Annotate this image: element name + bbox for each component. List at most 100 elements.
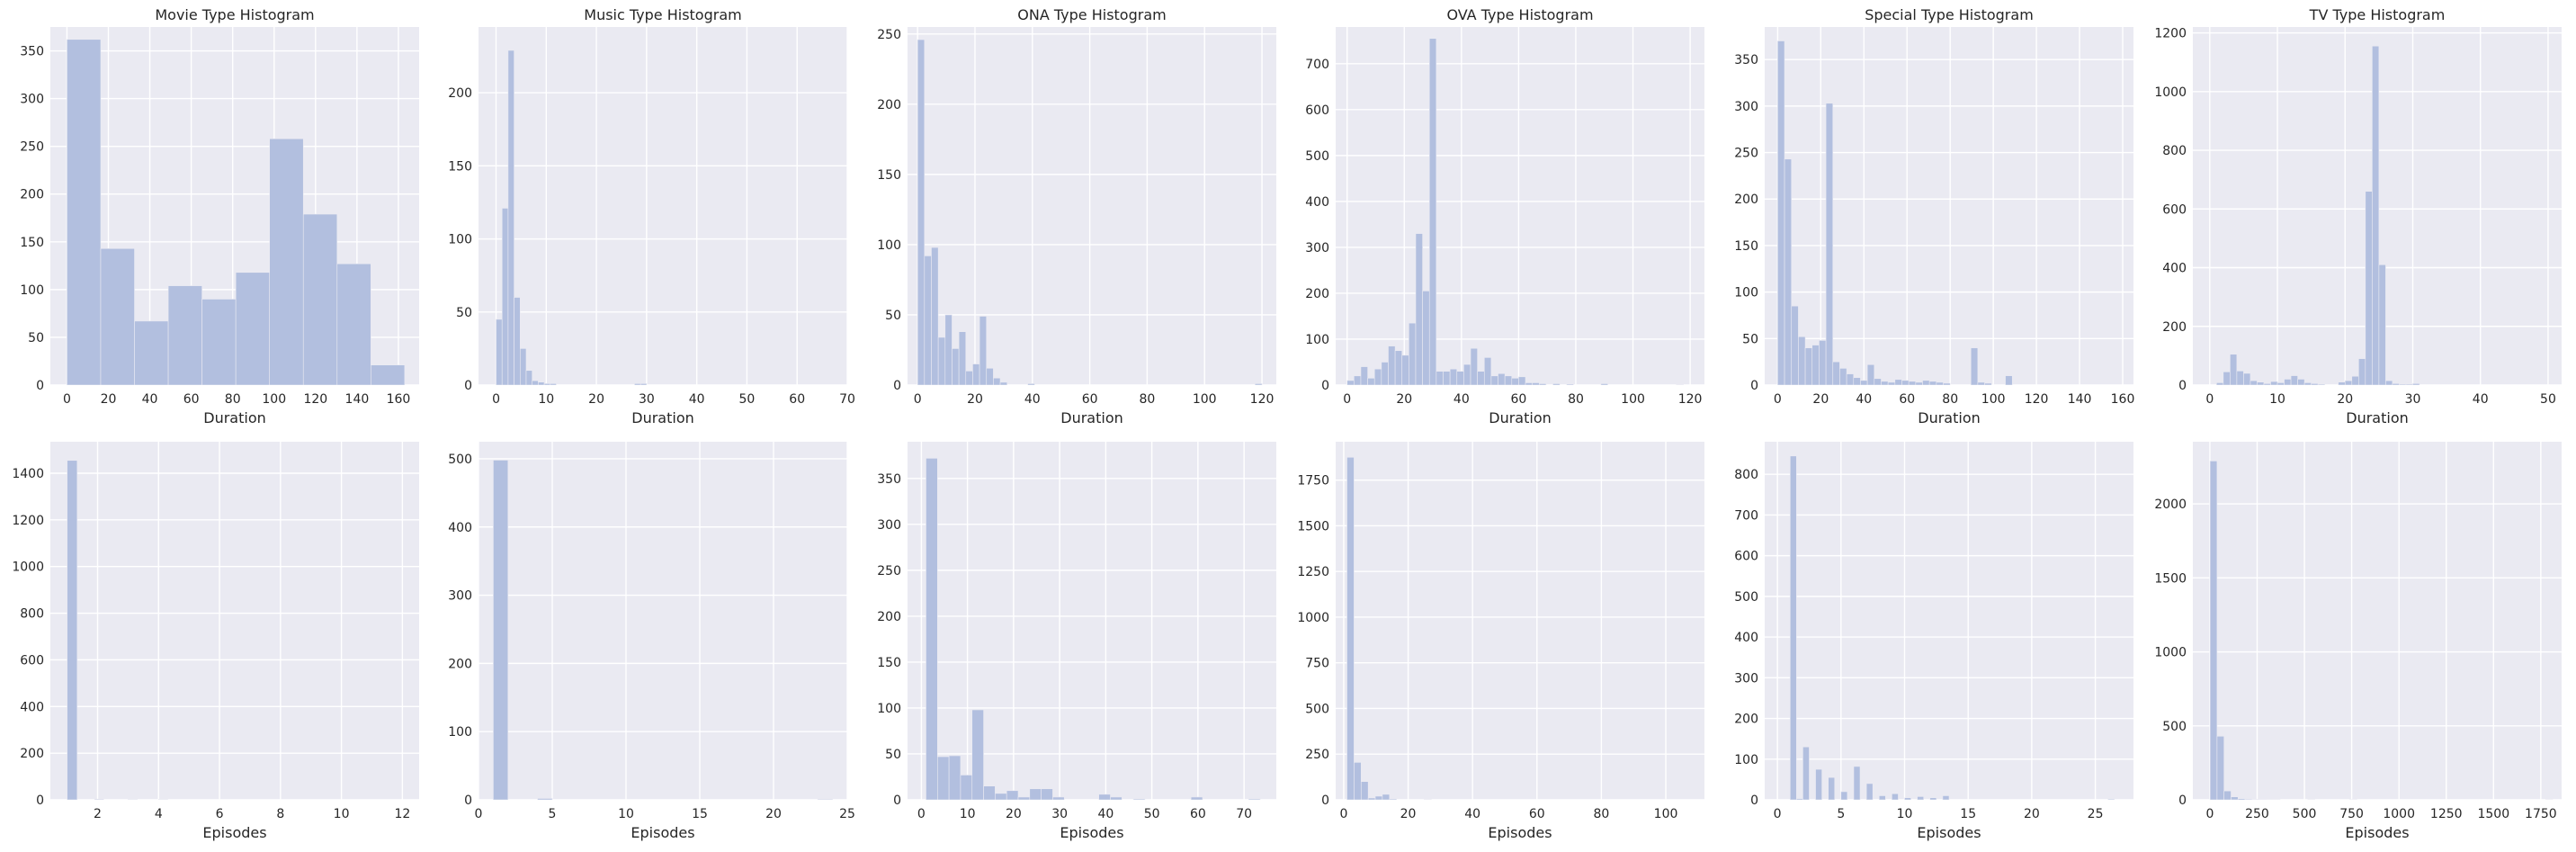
x-axis-label: Episodes [631, 824, 694, 841]
histogram-bar [2290, 375, 2298, 385]
histogram-bar [167, 285, 202, 385]
x-tick-label: 70 [839, 392, 855, 407]
histogram-bar [1846, 373, 1855, 385]
histogram-bar [2358, 358, 2366, 385]
histogram-bar [2276, 382, 2285, 385]
histogram-bar [507, 49, 514, 385]
histogram-bar [2216, 382, 2224, 385]
histogram-bar [1894, 379, 1902, 385]
x-tick-label: 500 [2293, 807, 2317, 821]
x-axis-label: Episodes [1488, 824, 1552, 841]
x-tick-label: 20 [765, 807, 782, 821]
y-tick-label: 200 [1734, 713, 1758, 727]
histogram-bars [1789, 455, 2115, 800]
histogram-bar [1853, 766, 1861, 800]
histogram-bar [532, 380, 539, 385]
histogram-bar [2405, 383, 2413, 385]
histogram-bar [999, 381, 1008, 385]
x-tick-label: 40 [2473, 392, 2489, 407]
x-tick-label: 20 [2024, 807, 2040, 821]
histogram-panel-7: 0 200 400 600 800 1000 1200 1400 2 4 6 8 10 12 Episode… [12, 442, 419, 841]
y-tick-label: 600 [20, 653, 44, 668]
y-tick-label: 800 [2162, 144, 2187, 158]
histogram-bar [1052, 796, 1065, 800]
y-tick-label: 50 [885, 309, 901, 323]
y-tick-label: 300 [1734, 100, 1758, 114]
y-tick-label: 500 [1734, 590, 1758, 605]
histogram-bar [1874, 378, 1882, 385]
histogram-bar [1415, 233, 1423, 385]
histogram-bar [1819, 340, 1827, 385]
x-tick-label: 120 [2025, 392, 2049, 407]
histogram-bar [1041, 788, 1053, 800]
y-tick-label: 300 [20, 93, 44, 107]
y-tick-label: 0 [1750, 379, 1758, 393]
y-tick-label: 0 [36, 379, 44, 393]
x-tick-label: 80 [1568, 392, 1584, 407]
y-tick-label: 800 [1734, 468, 1758, 482]
histogram-panel-8: 0 100 200 300 400 500 0 5 10 15 20 25 Episodes [448, 442, 855, 841]
histogram-bar [2372, 45, 2380, 385]
x-tick-label: 20 [1400, 807, 1417, 821]
x-tick-label: 0 [917, 807, 926, 821]
histogram-bar [493, 460, 509, 800]
y-tick-label: 0 [464, 379, 472, 393]
histogram-bar [1354, 375, 1362, 385]
x-tick-label: 20 [1812, 392, 1829, 407]
x-tick-label: 0 [1774, 392, 1782, 407]
x-tick-label: 6 [216, 807, 224, 821]
histogram-bar [538, 381, 545, 385]
y-tick-label: 250 [1734, 147, 1758, 161]
y-tick-label: 200 [448, 657, 472, 671]
histogram-bar [1853, 377, 1861, 385]
y-tick-label: 1000 [2154, 646, 2187, 660]
x-tick-label: 0 [1343, 392, 1351, 407]
histogram-bar [1825, 103, 1834, 385]
histogram-panel-9: 0 50 100 150 200 250 300 350 0 10 20 30 40 50 60 70 Epis… [877, 442, 1276, 841]
x-tick-label: 160 [387, 392, 411, 407]
histogram-bar [1676, 384, 1684, 385]
histogram-bar [1878, 795, 1886, 800]
plot-area-background [908, 27, 1276, 385]
histogram-bars [1346, 38, 1684, 385]
histogram-bar [937, 336, 946, 385]
x-tick-label: 30 [1051, 807, 1068, 821]
histogram-bar [1804, 347, 1813, 385]
histogram-bar [537, 798, 553, 800]
histogram-bars [496, 49, 648, 385]
x-tick-label: 100 [1981, 392, 2006, 407]
y-tick-label: 1400 [12, 467, 44, 481]
y-tick-label: 50 [28, 331, 44, 345]
histogram-bar [2244, 798, 2253, 800]
x-axis-label: Duration [1060, 409, 1123, 426]
histogram-bar [1984, 382, 1992, 385]
histogram-bar [1866, 363, 1875, 385]
histogram-bar [67, 39, 102, 385]
x-tick-label: 40 [142, 392, 158, 407]
y-tick-label: 100 [877, 702, 901, 716]
histogram-bar [924, 256, 932, 385]
histogram-bar [94, 798, 104, 800]
y-tick-label: 300 [1734, 671, 1758, 686]
y-tick-label: 400 [20, 700, 44, 714]
histogram-bar [1490, 375, 1498, 385]
y-tick-label: 0 [1321, 794, 1329, 808]
x-axis-label: Episodes [1060, 824, 1123, 841]
histogram-bar [1498, 372, 1506, 385]
histogram-panel-12: 0 500 1000 1500 2000 0 250 500 750 1000 1250 1500 17… [2154, 442, 2562, 841]
histogram-bar [1463, 363, 1471, 385]
histogram-bar [1566, 383, 1574, 385]
x-tick-label: 750 [2339, 807, 2364, 821]
histogram-panel-10: 0 250 500 750 1000 1250 1500 1750 0 20 40 60 80 100 Ep… [1297, 442, 1704, 841]
histogram-bar [157, 799, 168, 800]
y-tick-label: 100 [448, 725, 472, 740]
x-tick-label: 2 [94, 807, 102, 821]
y-tick-label: 600 [1734, 550, 1758, 564]
x-tick-label: 40 [689, 392, 705, 407]
histogram-bar [1422, 291, 1430, 385]
histogram-bar [1504, 375, 1513, 385]
histogram-panel-3: 0 50 100 150 200 250 0 20 40 60 80 100 120 Duration ON… [877, 6, 1276, 426]
histogram-bar [1006, 790, 1019, 800]
x-tick-label: 60 [789, 392, 805, 407]
histogram-bar [1943, 382, 1951, 385]
